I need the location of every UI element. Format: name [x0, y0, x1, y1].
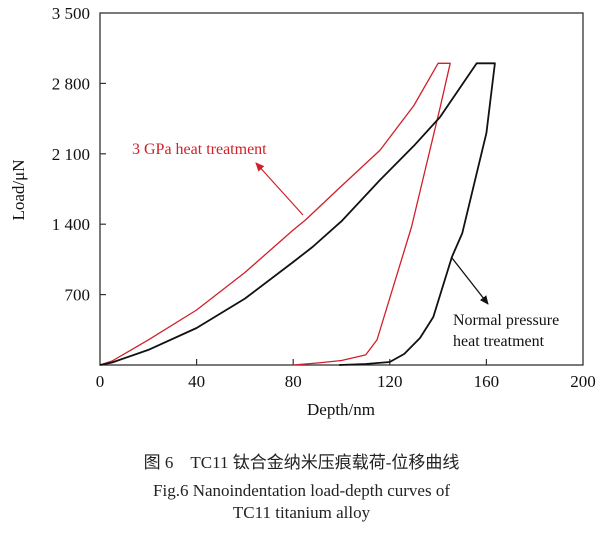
y-tick-label: 700 — [65, 286, 91, 305]
y-tick-label: 2 800 — [52, 74, 90, 93]
annotation-3gpa-arrow — [255, 162, 304, 216]
y-axis-label: Load/μN — [9, 159, 28, 220]
annotation-normal-line1: Normal pressure — [453, 312, 559, 329]
x-tick-label: 0 — [96, 372, 105, 391]
x-axis-label: Depth/nm — [307, 400, 375, 419]
x-tick-label: 120 — [377, 372, 403, 391]
annotation-3gpa: 3 GPa heat treatment — [132, 141, 267, 158]
caption-chinese: 图 6 TC11 钛合金纳米压痕载荷-位移曲线 — [143, 453, 460, 472]
series-3gpa-heat-treatment — [99, 62, 451, 366]
x-tick-label: 160 — [474, 372, 500, 391]
y-tick-label: 1 400 — [52, 215, 90, 234]
y-tick-label: 3 500 — [52, 4, 90, 23]
x-tick-label: 80 — [285, 372, 302, 391]
series-normal-pressure-heat-treatment — [99, 62, 496, 366]
y-tick-label: 2 100 — [52, 145, 90, 164]
annotation-normal-line2: heat treatment — [453, 333, 545, 350]
annotation-normal-arrow — [451, 257, 489, 305]
x-tick-label: 200 — [570, 372, 596, 391]
caption-english-line1: Fig.6 Nanoindentation load-depth curves … — [153, 481, 450, 500]
x-tick-label: 40 — [188, 372, 205, 391]
caption-english-line2: TC11 titanium alloy — [232, 503, 371, 522]
